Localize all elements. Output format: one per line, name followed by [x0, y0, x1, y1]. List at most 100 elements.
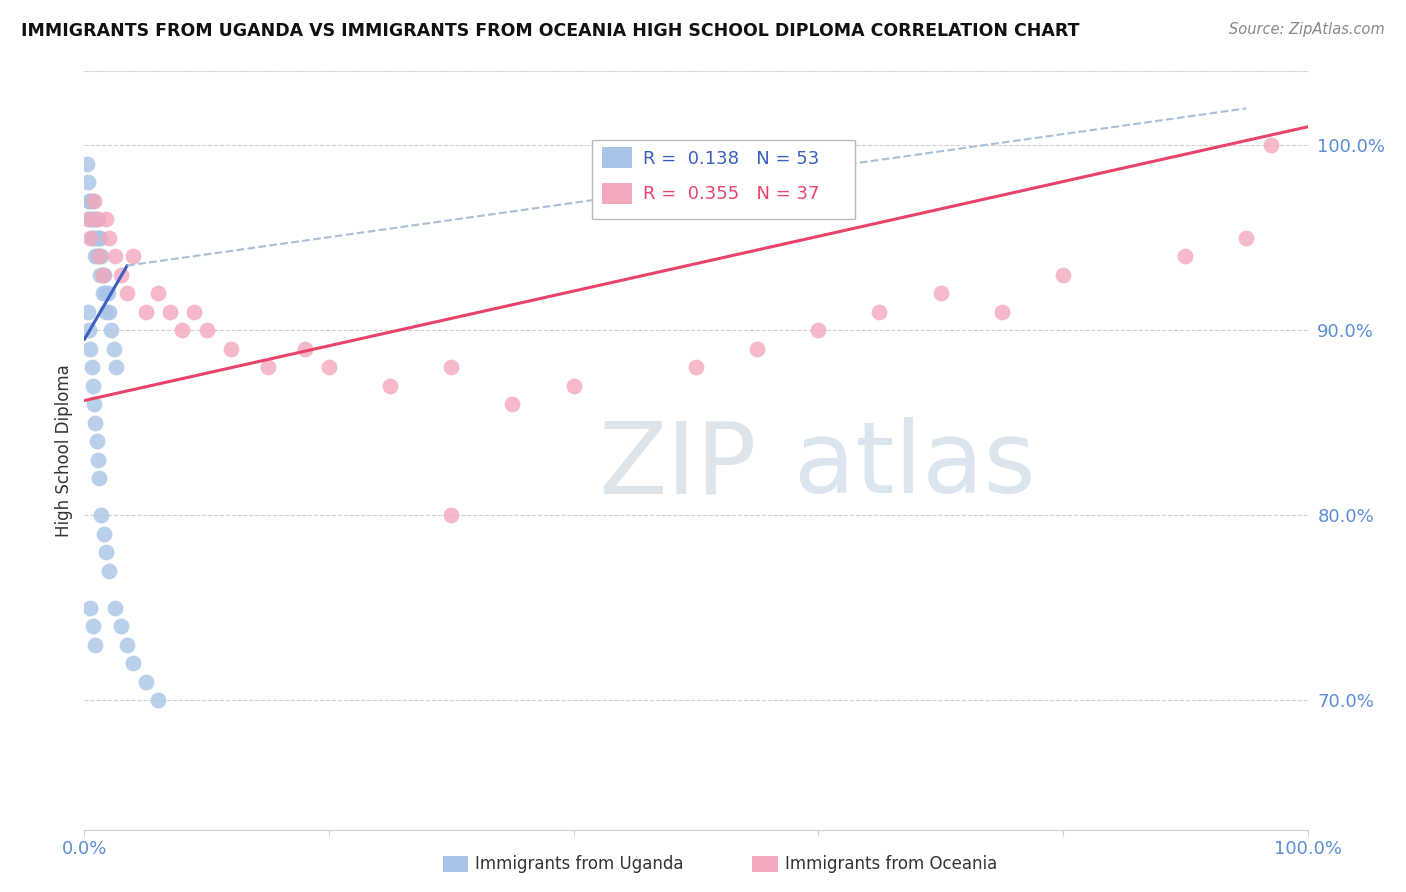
Point [77, 212, 100, 227]
Point [146, 286, 169, 301]
Bar [602, 147, 633, 169]
Point [77, 323, 100, 337]
Point [84, 249, 107, 263]
Point [97, 231, 120, 245]
Point [562, 378, 585, 392]
Point [91, 268, 114, 282]
Point [82, 194, 104, 208]
Point [80, 360, 103, 375]
Point [96, 545, 118, 559]
Bar [602, 183, 633, 204]
Point [110, 619, 132, 633]
Point [122, 656, 145, 670]
Point [183, 305, 205, 319]
Point [104, 600, 127, 615]
Point [87, 471, 110, 485]
Point [77, 305, 100, 319]
Point [105, 360, 128, 375]
Point [685, 360, 707, 375]
FancyBboxPatch shape [592, 139, 855, 219]
Point [294, 342, 316, 356]
Point [83, 194, 105, 208]
Point [96, 305, 118, 319]
Point [77, 175, 100, 189]
Point [104, 249, 127, 263]
Y-axis label: High School Diploma: High School Diploma [55, 364, 73, 537]
Point [219, 342, 242, 356]
Point [79, 194, 101, 208]
Point [84, 212, 107, 227]
Point [869, 305, 891, 319]
Point [90, 508, 112, 523]
Point [76, 157, 98, 171]
Point [84, 638, 107, 652]
Text: ZIP: ZIP [598, 417, 756, 514]
Point [86, 212, 108, 227]
Point [86, 231, 108, 245]
Point [79, 342, 101, 356]
Point [115, 638, 138, 652]
Point [82, 378, 104, 392]
Point [115, 286, 138, 301]
Point [82, 619, 104, 633]
Point [79, 212, 101, 227]
Point [1260, 138, 1282, 153]
Point [89, 268, 111, 282]
Point [87, 212, 110, 227]
Point [195, 323, 218, 337]
Point [97, 286, 120, 301]
Text: IMMIGRANTS FROM UGANDA VS IMMIGRANTS FROM OCEANIA HIGH SCHOOL DIPLOMA CORRELATIO: IMMIGRANTS FROM UGANDA VS IMMIGRANTS FRO… [21, 22, 1080, 40]
Point [80, 231, 103, 245]
Point [440, 360, 463, 375]
Point [91, 286, 114, 301]
Point [440, 508, 463, 523]
Text: Immigrants from Uganda: Immigrants from Uganda [475, 855, 683, 873]
Point [79, 231, 101, 245]
Point [94, 286, 117, 301]
Point [93, 526, 115, 541]
Point [159, 305, 181, 319]
Point [929, 286, 952, 301]
Point [96, 212, 118, 227]
Point [89, 231, 111, 245]
Point [135, 305, 157, 319]
Point [87, 231, 110, 245]
Point [80, 212, 103, 227]
Point [100, 323, 122, 337]
Point [257, 360, 280, 375]
Point [747, 342, 769, 356]
Point [79, 600, 101, 615]
Point [318, 360, 340, 375]
Point [83, 212, 105, 227]
Point [502, 397, 524, 411]
Point [87, 249, 110, 263]
Point [83, 231, 105, 245]
Point [87, 452, 110, 467]
Point [103, 342, 125, 356]
Point [135, 674, 157, 689]
Point [86, 434, 108, 449]
Point [97, 564, 120, 578]
Point [146, 693, 169, 707]
Point [1236, 231, 1258, 245]
Point [87, 249, 110, 263]
Point [83, 397, 105, 411]
Point [380, 378, 402, 392]
Point [93, 268, 115, 282]
Text: atlas: atlas [794, 417, 1035, 514]
Point [1174, 249, 1197, 263]
Point [991, 305, 1014, 319]
Point [110, 268, 132, 282]
Text: Source: ZipAtlas.com: Source: ZipAtlas.com [1229, 22, 1385, 37]
Point [86, 249, 108, 263]
Point [84, 416, 107, 430]
Point [122, 249, 145, 263]
Point [90, 249, 112, 263]
Text: R =  0.355   N = 37: R = 0.355 N = 37 [644, 186, 820, 203]
Point [1052, 268, 1074, 282]
Point [91, 268, 114, 282]
Point [807, 323, 830, 337]
Point [172, 323, 194, 337]
Text: R =  0.138   N = 53: R = 0.138 N = 53 [644, 150, 820, 168]
Point [97, 305, 120, 319]
